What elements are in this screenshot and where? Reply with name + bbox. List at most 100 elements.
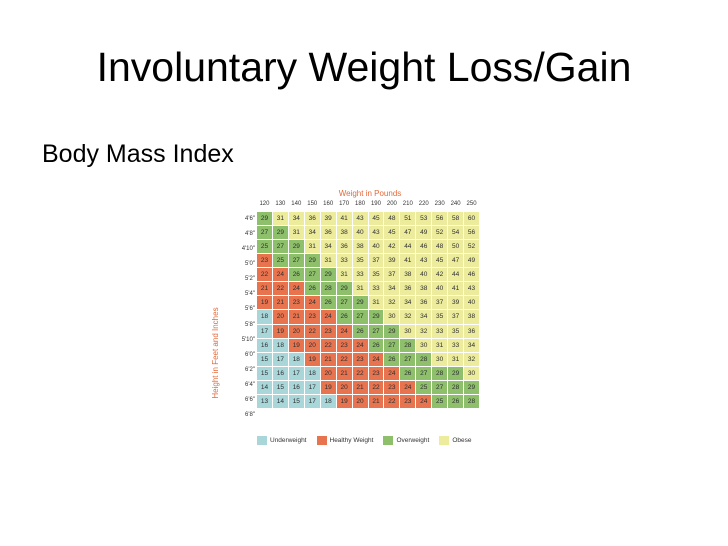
legend-swatch — [439, 435, 450, 445]
x-axis-title: Weight in Pounds — [338, 189, 402, 198]
bmi-cell: 32 — [464, 352, 479, 366]
bmi-cell: 20 — [352, 394, 368, 408]
legend-item: Healthy Weight — [316, 435, 373, 445]
bmi-cell: 36 — [400, 282, 416, 296]
bmi-cell: 36 — [464, 324, 479, 338]
bmi-cell: 20 — [320, 366, 336, 380]
x-tick-label: 230 — [434, 201, 445, 207]
x-tick-label: 120 — [259, 201, 270, 207]
bmi-cell: 23 — [288, 296, 304, 310]
bmi-cell: 23 — [384, 380, 400, 394]
x-tick-label: 150 — [307, 201, 318, 207]
bmi-cell: 43 — [368, 226, 384, 240]
bmi-cell: 28 — [448, 380, 464, 394]
bmi-cell: 48 — [432, 240, 448, 254]
slide-subtitle: Body Mass Index — [42, 140, 234, 168]
bmi-cell: 30 — [432, 352, 448, 366]
bmi-cell: 24 — [384, 366, 400, 380]
bmi-cell: 44 — [400, 240, 416, 254]
bmi-cell: 29 — [336, 282, 352, 296]
y-tick-label: 6'8" — [245, 411, 255, 418]
bmi-cell: 31 — [320, 254, 336, 268]
bmi-cell: 58 — [448, 212, 464, 226]
bmi-cell: 27 — [368, 324, 384, 338]
bmi-cell: 24 — [368, 352, 384, 366]
legend-swatch — [257, 435, 267, 445]
bmi-cell: 32 — [416, 324, 432, 338]
bmi-cell: 29 — [352, 296, 368, 310]
bmi-cell: 47 — [448, 254, 464, 268]
x-tick-label: 190 — [370, 201, 381, 207]
x-tick-label: 220 — [418, 201, 429, 207]
bmi-cell: 27 — [400, 352, 416, 366]
bmi-cell: 30 — [400, 324, 416, 338]
bmi-cell: 29 — [304, 254, 320, 268]
bmi-cell: 18 — [272, 338, 288, 352]
bmi-cell: 25 — [416, 380, 432, 394]
bmi-cell: 16 — [257, 338, 272, 352]
bmi-cell: 19 — [320, 380, 336, 394]
bmi-cell: 35 — [352, 254, 368, 268]
bmi-cell: 50 — [448, 240, 464, 254]
bmi-cell: 25 — [272, 254, 288, 268]
y-tick-label: 5'0" — [245, 261, 255, 268]
bmi-cell: 45 — [384, 226, 400, 240]
bmi-cell: 22 — [257, 268, 272, 282]
bmi-cell: 27 — [336, 296, 352, 310]
bmi-cell: 56 — [432, 212, 448, 226]
bmi-cell: 28 — [432, 366, 448, 380]
bmi-cell: 33 — [368, 282, 384, 296]
bmi-cell: 33 — [352, 268, 368, 282]
bmi-cell: 38 — [400, 268, 416, 282]
bmi-cell: 36 — [336, 240, 352, 254]
bmi-cell: 30 — [464, 366, 479, 380]
bmi-cell: 56 — [464, 226, 479, 240]
bmi-cell: 22 — [336, 352, 352, 366]
bmi-cell: 18 — [288, 352, 304, 366]
x-tick-label: 130 — [275, 201, 286, 207]
bmi-cell: 34 — [464, 338, 479, 352]
bmi-cell: 18 — [304, 366, 320, 380]
x-tick-label: 180 — [355, 201, 366, 207]
y-tick-label: 5'10" — [241, 336, 255, 343]
bmi-cell: 30 — [416, 338, 432, 352]
bmi-cell: 17 — [304, 394, 320, 408]
x-tick-label: 160 — [323, 201, 334, 207]
bmi-cell: 13 — [257, 394, 272, 408]
bmi-cell: 43 — [352, 212, 368, 226]
legend-swatch — [383, 435, 394, 445]
bmi-cell: 35 — [448, 324, 464, 338]
bmi-cell: 20 — [304, 338, 320, 352]
bmi-cell: 19 — [257, 296, 272, 310]
bmi-cell: 18 — [320, 394, 336, 408]
bmi-cell: 24 — [352, 338, 368, 352]
bmi-cell: 41 — [448, 282, 464, 296]
bmi-cell: 37 — [368, 254, 384, 268]
bmi-cell: 19 — [288, 338, 304, 352]
y-tick-label: 4'10" — [241, 246, 255, 253]
bmi-cell: 31 — [432, 338, 448, 352]
bmi-cell: 28 — [320, 282, 336, 296]
bmi-cell: 38 — [416, 282, 432, 296]
bmi-cell: 24 — [272, 268, 288, 282]
bmi-cell: 15 — [257, 352, 272, 366]
bmi-cell: 25 — [257, 240, 272, 254]
bmi-cell: 19 — [336, 394, 352, 408]
bmi-cell: 27 — [272, 240, 288, 254]
bmi-cell: 17 — [272, 352, 288, 366]
bmi-cell: 17 — [288, 366, 304, 380]
bmi-cell: 22 — [352, 366, 368, 380]
bmi-cell: 24 — [304, 296, 320, 310]
bmi-cell: 37 — [432, 296, 448, 310]
bmi-cell: 23 — [400, 394, 416, 408]
y-tick-label: 6'2" — [245, 366, 255, 373]
bmi-cell: 31 — [448, 352, 464, 366]
bmi-cell: 21 — [368, 394, 384, 408]
y-tick-label: 5'2" — [245, 276, 255, 283]
slide-title: Involuntary Weight Loss/Gain — [96, 44, 632, 90]
legend-item: Obese — [439, 435, 472, 445]
y-tick-label: 5'8" — [245, 321, 255, 328]
bmi-cell: 21 — [257, 282, 272, 296]
bmi-cell: 37 — [448, 310, 464, 324]
bmi-cell: 29 — [384, 324, 400, 338]
